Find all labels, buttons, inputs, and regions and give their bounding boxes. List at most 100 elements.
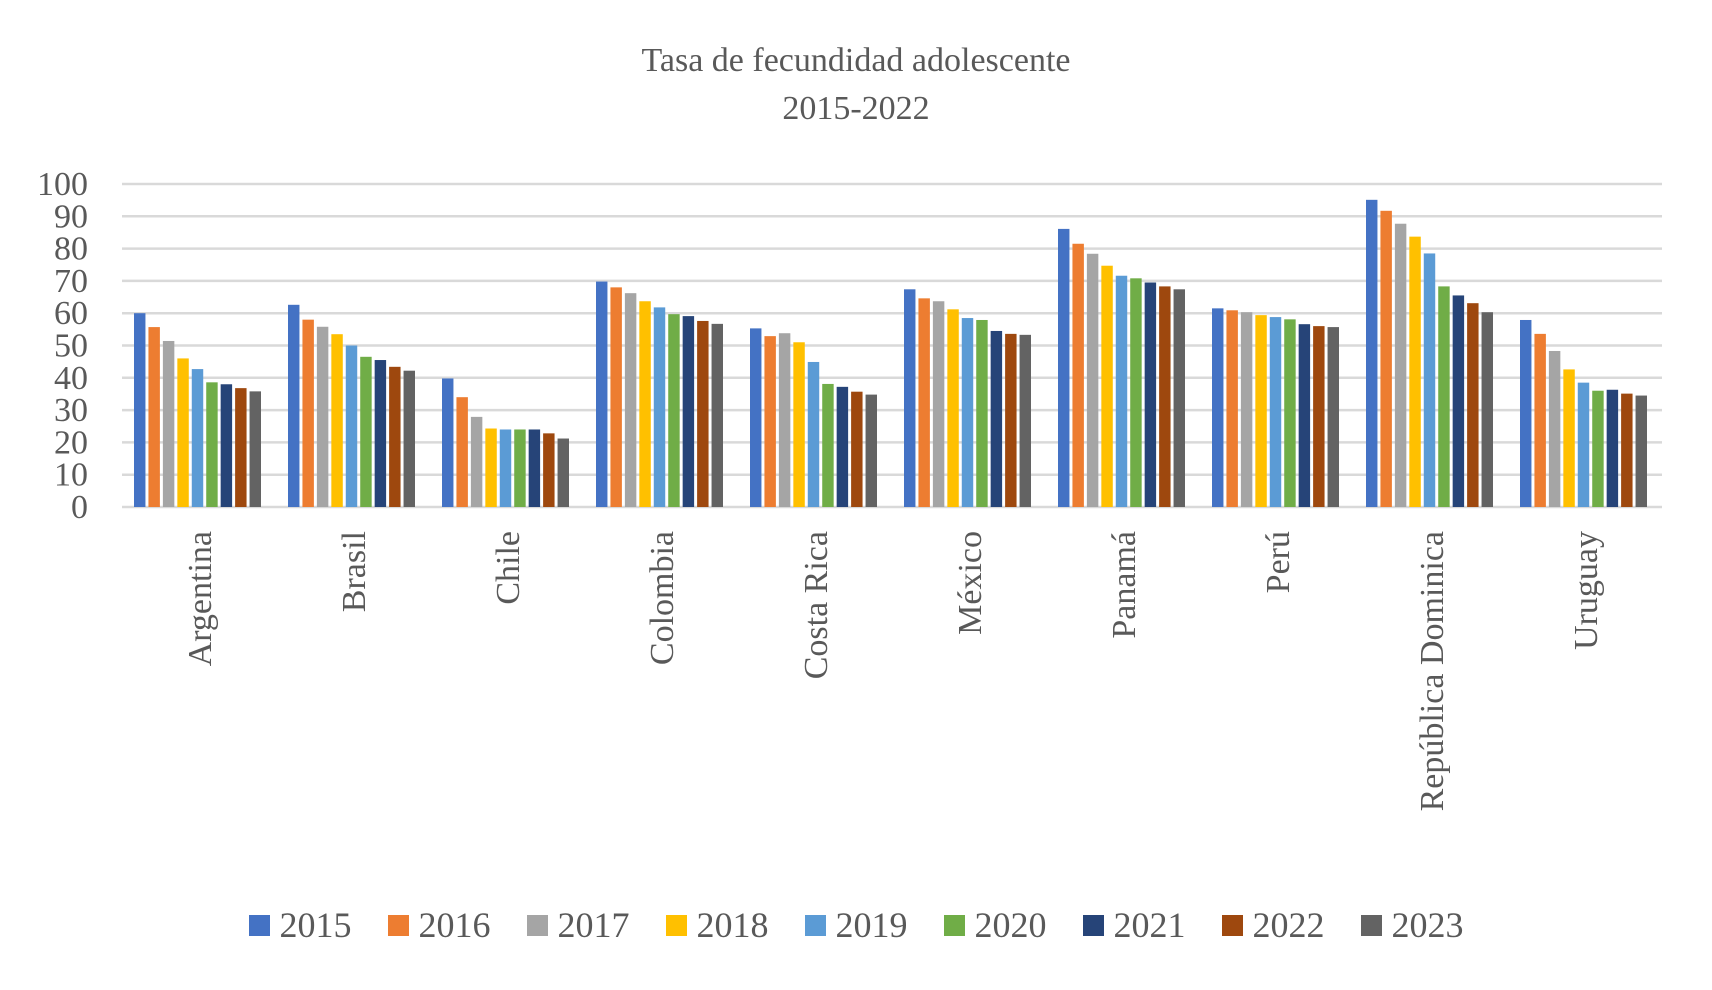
legend-swatch-icon (804, 914, 826, 936)
bar-chile-2020 (514, 429, 526, 507)
bar-costa-rica-2015 (750, 328, 762, 507)
bar-per--2023 (1327, 327, 1339, 507)
bar-rep-blica-dominica-2016 (1380, 210, 1392, 507)
bar-brasil-2015 (288, 304, 300, 507)
bar-m-xico-2019 (961, 318, 974, 507)
bar-colombia-2019 (653, 307, 666, 507)
y-tick-label: 90 (54, 198, 88, 235)
x-axis-labels: Argentina Brasil Chile Colombia Costa Rica Mé… (182, 531, 1605, 811)
bar-per--2020 (1284, 319, 1296, 507)
legend-label: 2020 (974, 905, 1047, 945)
bar-uruguay-2023 (1635, 395, 1647, 507)
bar-chile-2017 (470, 416, 483, 507)
bar-brasil-2018 (331, 334, 343, 507)
y-tick-label: 10 (54, 457, 88, 494)
legend-swatch-icon (1082, 914, 1104, 936)
bar-colombia-2021 (682, 316, 695, 507)
legend-swatch-icon (526, 914, 548, 936)
bar-per--2018 (1255, 315, 1267, 507)
bar-argentina-2021 (220, 384, 233, 507)
bar-rep-blica-dominica-2020 (1438, 286, 1450, 507)
bar-argentina-2022 (235, 388, 247, 507)
bar-uruguay-2018 (1563, 369, 1575, 507)
bar-uruguay-2022 (1621, 393, 1633, 507)
bar-brasil-2023 (403, 370, 415, 507)
legend-item-2022: 2022 (1221, 905, 1325, 945)
y-tick-label: 100 (37, 166, 88, 203)
bar-argentina-2017 (162, 340, 175, 507)
bar-panam--2021 (1144, 282, 1157, 507)
legend-label: 2019 (835, 905, 908, 945)
legend-label: 2016 (418, 905, 491, 945)
bar-costa-rica-2021 (836, 386, 849, 507)
bar-m-xico-2018 (947, 309, 959, 507)
chart-subtitle: 2015-2022 (782, 90, 930, 127)
bar-rep-blica-dominica-2023 (1481, 312, 1493, 507)
bar-uruguay-2015 (1520, 319, 1532, 507)
legend-label: 2021 (1113, 905, 1186, 945)
y-tick-label: 40 (54, 360, 88, 397)
bar-costa-rica-2018 (793, 342, 805, 507)
legend-swatch-icon (665, 914, 687, 936)
legend-swatch-icon (248, 914, 270, 936)
legend-item-2016: 2016 (387, 905, 491, 945)
bar-colombia-2015 (596, 281, 608, 507)
bar-per--2015 (1212, 308, 1224, 507)
bar-uruguay-2019 (1577, 382, 1590, 507)
y-tick-label: 70 (54, 263, 88, 300)
bar-argentina-2023 (249, 391, 261, 507)
bar-rep-blica-dominica-2021 (1452, 295, 1465, 507)
legend-label: 2022 (1252, 905, 1325, 945)
chart-title: Tasa de fecundidad adolescente (641, 42, 1071, 79)
y-tick-label: 60 (54, 295, 88, 332)
x-category-label: Perú (1260, 531, 1297, 593)
bars (134, 199, 1647, 508)
x-category-label: Uruguay (1568, 531, 1605, 650)
bar-per--2021 (1298, 324, 1311, 507)
bar-m-xico-2016 (918, 298, 930, 507)
x-category-label: Chile (490, 531, 527, 605)
legend-label: 2018 (696, 905, 769, 945)
legend-swatch-icon (943, 914, 965, 936)
legend-item-2019: 2019 (804, 905, 908, 945)
legend-item-2021: 2021 (1082, 905, 1186, 945)
y-tick-label: 50 (54, 328, 88, 365)
bar-brasil-2021 (374, 360, 387, 507)
x-category-label: Brasil (336, 531, 373, 612)
bar-colombia-2018 (639, 301, 651, 507)
y-tick-label: 30 (54, 392, 88, 429)
bar-uruguay-2021 (1606, 389, 1619, 507)
bar-rep-blica-dominica-2015 (1366, 199, 1378, 507)
x-category-label: República Dominica (1414, 531, 1451, 811)
bar-m-xico-2020 (976, 319, 988, 507)
bar-uruguay-2020 (1592, 390, 1604, 507)
bar-m-xico-2017 (932, 301, 945, 507)
bar-panam--2015 (1058, 228, 1070, 507)
bar-colombia-2020 (668, 314, 680, 507)
legend-swatch-icon (1360, 914, 1382, 936)
bar-chile-2019 (499, 429, 512, 507)
bar-m-xico-2023 (1019, 334, 1031, 507)
legend-item-2017: 2017 (526, 905, 630, 945)
legend: 2015 2016 2017 2018 2019 2020 2021 2022 2023 (0, 907, 1712, 943)
bar-panam--2020 (1130, 278, 1142, 507)
bar-m-xico-2021 (990, 330, 1003, 507)
bar-chile-2018 (485, 428, 497, 507)
legend-item-2015: 2015 (248, 905, 352, 945)
bar-rep-blica-dominica-2018 (1409, 236, 1421, 508)
x-category-label: Argentina (182, 531, 219, 666)
bar-costa-rica-2017 (778, 333, 791, 507)
bar-rep-blica-dominica-2017 (1394, 223, 1407, 507)
bar-costa-rica-2023 (865, 394, 877, 507)
bar-per--2022 (1313, 326, 1325, 507)
bar-m-xico-2022 (1005, 333, 1017, 507)
bar-chile-2016 (456, 397, 468, 507)
x-category-label: Costa Rica (798, 531, 835, 679)
legend-label: 2017 (557, 905, 630, 945)
bar-costa-rica-2022 (851, 391, 863, 507)
bar-chile-2023 (557, 438, 569, 507)
bar-brasil-2017 (316, 326, 329, 507)
legend-label: 2015 (279, 905, 352, 945)
bar-uruguay-2016 (1534, 333, 1546, 507)
